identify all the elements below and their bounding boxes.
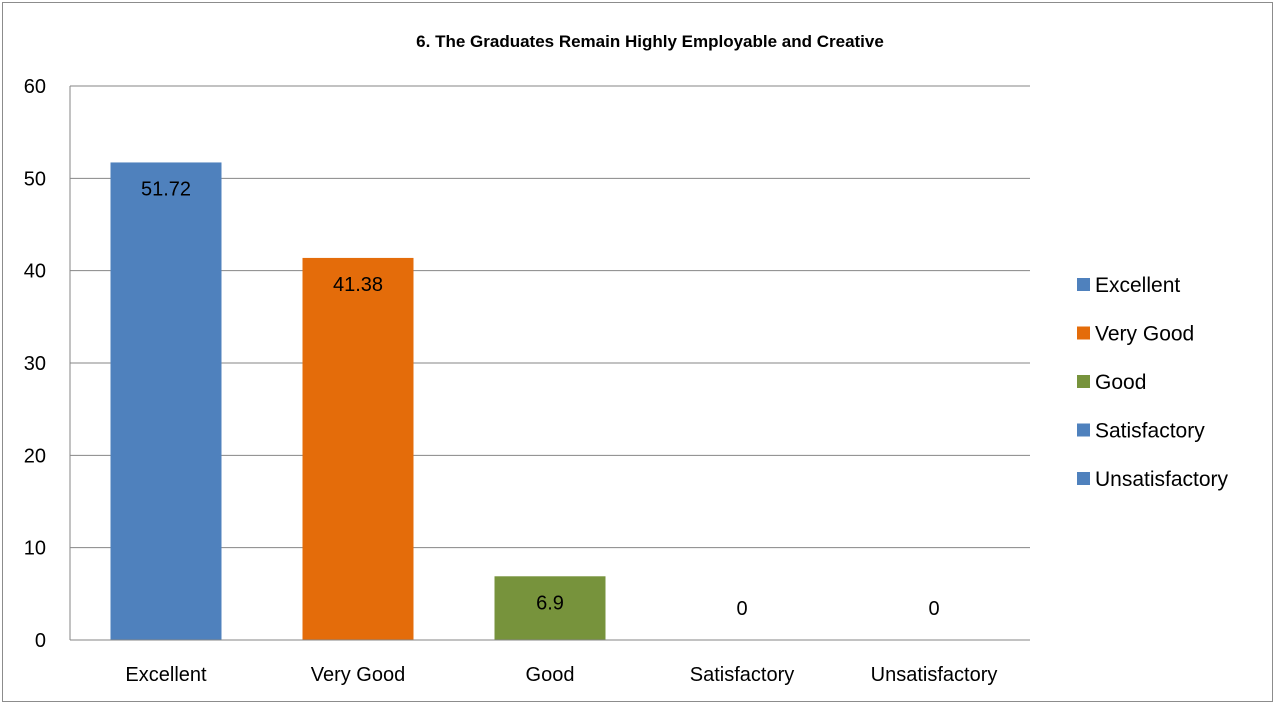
- legend-label: Very Good: [1095, 323, 1194, 346]
- y-tick-label: 0: [35, 630, 46, 652]
- legend-label: Excellent: [1095, 274, 1180, 297]
- legend-swatch: [1077, 423, 1090, 437]
- legend-swatch: [1077, 472, 1090, 485]
- legend-label: Good: [1095, 371, 1146, 394]
- data-label: 41.38: [333, 274, 383, 296]
- legend-label: Satisfactory: [1095, 420, 1205, 443]
- y-axis: 0 10 20 30 40 50 60: [24, 76, 71, 652]
- data-label: 0: [928, 598, 939, 620]
- x-tick-label: Very Good: [311, 664, 406, 686]
- y-tick-label: 20: [24, 445, 46, 467]
- legend-swatch: [1077, 326, 1090, 340]
- x-axis: Excellent Very Good Good Satisfactory Unsati…: [70, 639, 1030, 686]
- y-tick-label: 50: [24, 168, 46, 190]
- legend-swatch: [1077, 375, 1090, 388]
- y-tick-label: 60: [24, 76, 46, 98]
- gridlines: [70, 85, 1030, 549]
- x-tick-label: Excellent: [125, 664, 207, 686]
- legend: Excellent Very Good Good Satisfactory Unsati…: [1077, 274, 1229, 491]
- bar-very-good: [302, 257, 414, 640]
- bars: [110, 162, 606, 640]
- data-label: 6.9: [536, 592, 564, 614]
- y-tick-label: 30: [24, 353, 46, 375]
- x-tick-label: Satisfactory: [690, 664, 794, 686]
- y-tick-label: 10: [24, 538, 46, 560]
- data-label: 0: [736, 598, 747, 620]
- chart-title: 6. The Graduates Remain Highly Employabl…: [416, 32, 884, 51]
- data-labels: 51.72 41.38 6.9 0 0: [141, 178, 940, 620]
- x-tick-label: Good: [526, 664, 575, 686]
- legend-swatch: [1077, 278, 1090, 291]
- data-label: 51.72: [141, 178, 191, 200]
- y-tick-label: 40: [24, 261, 46, 283]
- legend-label: Unsatisfactory: [1095, 468, 1229, 491]
- bar-excellent: [110, 162, 222, 640]
- bar-good: [494, 576, 606, 640]
- x-tick-label: Unsatisfactory: [871, 664, 998, 686]
